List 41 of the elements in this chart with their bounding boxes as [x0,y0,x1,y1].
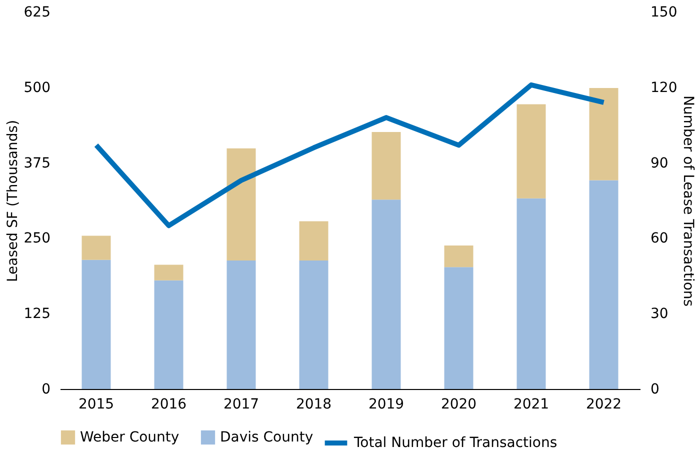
bar [589,88,618,180]
bar [226,260,256,389]
y-tick-label: 375 [24,155,50,172]
x-tick-label: 2017 [223,396,260,412]
y2-tick-label: 90 [650,155,668,172]
bar [372,200,401,389]
bar [372,132,401,200]
x-tick-label: 2016 [150,396,187,412]
y-tick-label: 125 [24,306,50,322]
bar [154,264,184,280]
x-tick-label: 2019 [368,396,404,412]
y-tick-label: 500 [24,80,50,96]
y-tick-label: 0 [42,382,50,398]
y-tick-label: 625 [24,4,50,20]
legend-label: Weber County [80,429,180,446]
x-tick-label: 2022 [586,396,622,412]
y2-tick-label: 30 [650,306,668,322]
y2-axis-title: Number of Lease Transactions [680,95,696,307]
bar [516,198,546,389]
bar [82,236,111,260]
legend-label: Total Number of Transactions [353,435,558,451]
x-tick-label: 2015 [78,396,114,412]
bar [299,221,328,261]
bar [444,245,474,268]
y-axis-title: Leased SF (Thousands) [4,120,21,282]
bar [589,180,618,389]
y2-tick-label: 0 [650,382,660,398]
bar [444,267,474,389]
bar [516,104,546,198]
y2-tick-label: 150 [650,4,678,20]
x-tick-label: 2020 [440,396,477,412]
y-tick-label: 250 [24,230,50,247]
y2-tick-label: 60 [650,230,668,247]
legend-label: Davis County [220,429,314,446]
bar [82,260,111,389]
bar [299,260,328,389]
x-tick-label: 2018 [296,396,332,412]
y2-tick-label: 120 [650,80,678,96]
bar [226,148,256,261]
bar [154,280,184,389]
x-tick-label: 2021 [513,396,550,412]
